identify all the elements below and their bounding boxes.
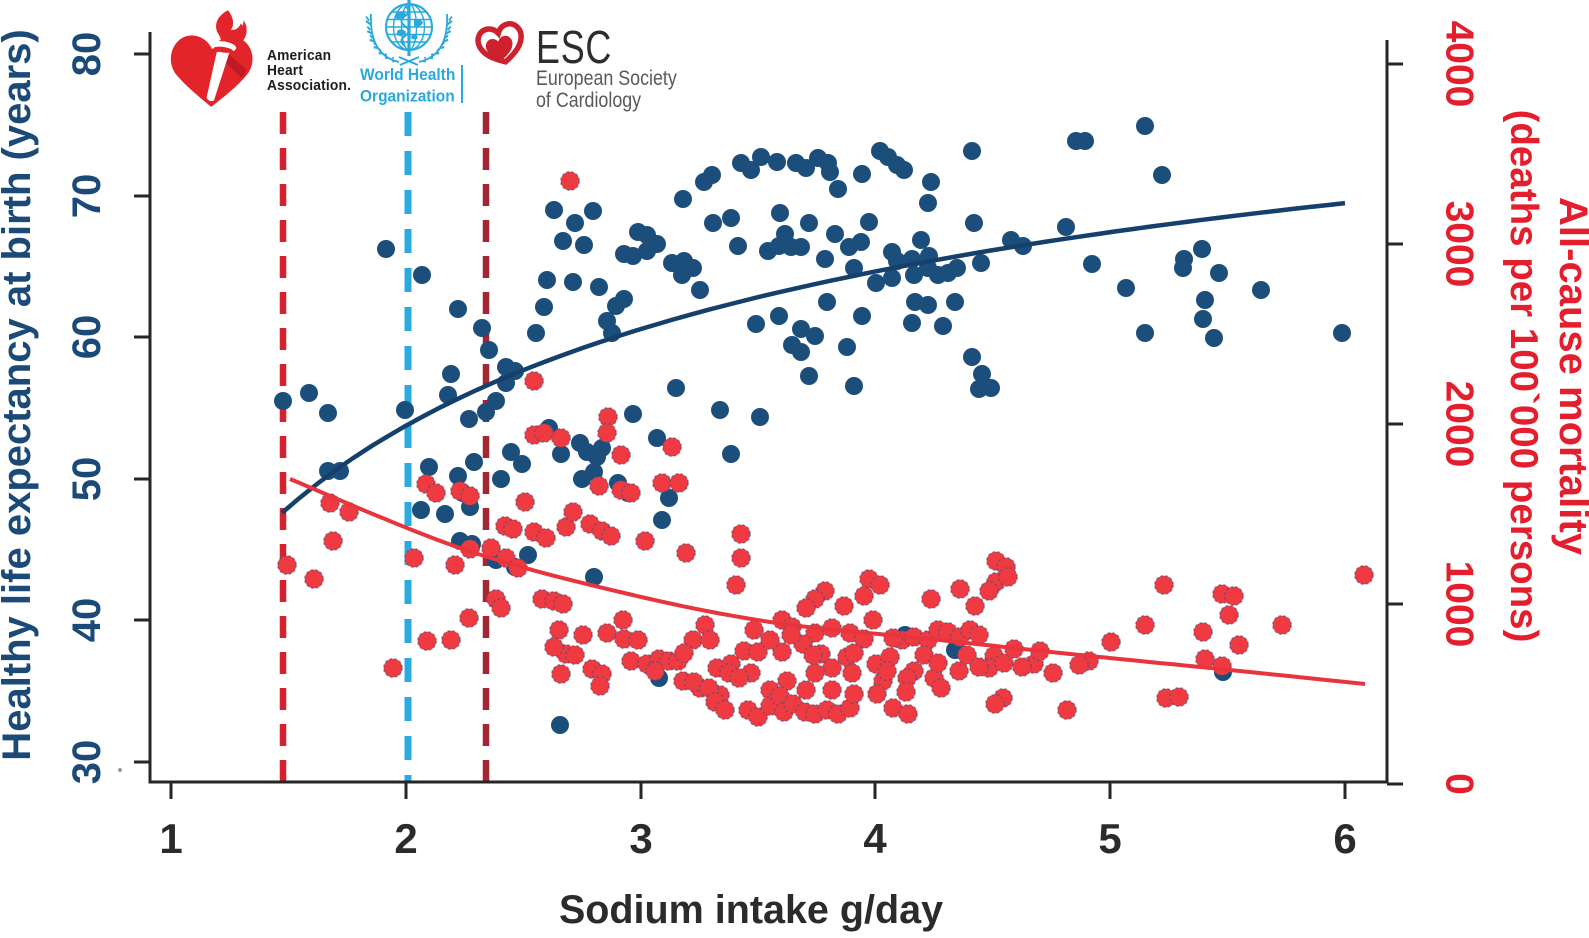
svg-text:6: 6 [1333, 815, 1356, 862]
svg-text:2000: 2000 [1438, 381, 1481, 468]
svg-text:3000: 3000 [1438, 201, 1481, 288]
svg-text:European Society: European Society [536, 67, 677, 91]
svg-text:American: American [267, 47, 331, 63]
svg-text:Sodium intake g/day: Sodium intake g/day [559, 888, 943, 932]
svg-text:All-cause mortality: All-cause mortality [1551, 197, 1589, 556]
svg-text:Organization: Organization [360, 88, 455, 106]
svg-text:Healthy life expectancy at bir: Healthy life expectancy at birth (years) [0, 29, 39, 760]
svg-text:5: 5 [1098, 815, 1121, 862]
svg-text:3: 3 [629, 815, 652, 862]
svg-text:80: 80 [65, 32, 109, 77]
svg-text:50: 50 [65, 457, 109, 502]
svg-text:World Health: World Health [360, 67, 455, 85]
svg-text:Association.: Association. [267, 77, 351, 93]
svg-text:4: 4 [863, 815, 887, 862]
svg-text:4000: 4000 [1438, 21, 1481, 108]
svg-text:2: 2 [394, 815, 417, 862]
svg-text:30: 30 [65, 740, 109, 785]
svg-text:of Cardiology: of Cardiology [536, 89, 641, 113]
svg-text:0: 0 [1438, 773, 1481, 795]
svg-text:60: 60 [65, 315, 109, 360]
svg-text:ESC: ESC [536, 22, 612, 73]
svg-text:(deaths per 100`000 persons): (deaths per 100`000 persons) [1502, 110, 1545, 643]
svg-text:40: 40 [65, 598, 109, 643]
svg-text:1000: 1000 [1438, 561, 1481, 648]
svg-text:Heart: Heart [267, 62, 303, 78]
svg-text:70: 70 [65, 174, 109, 219]
svg-text:1: 1 [159, 815, 182, 862]
